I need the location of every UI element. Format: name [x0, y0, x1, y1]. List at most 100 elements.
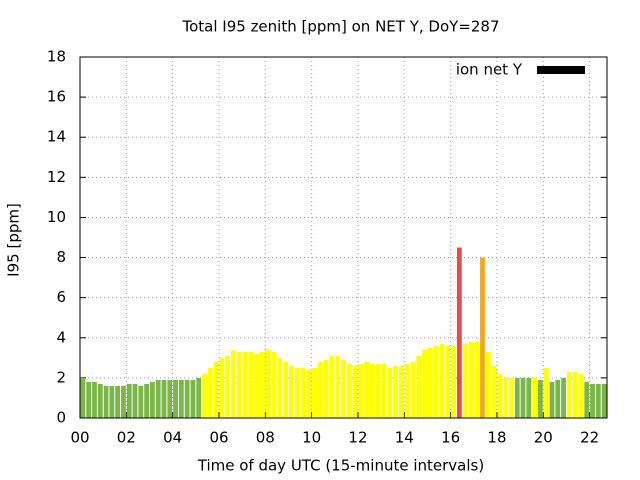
- bar: [346, 363, 352, 418]
- bar: [509, 377, 514, 418]
- bar: [480, 257, 485, 418]
- x-tick-label: 00: [70, 429, 89, 447]
- bar: [532, 377, 538, 418]
- bar: [138, 385, 144, 418]
- bar: [364, 361, 370, 418]
- y-tick-label: 18: [47, 48, 66, 66]
- bar: [149, 381, 155, 418]
- bar: [277, 357, 283, 418]
- bar: [294, 367, 300, 418]
- bar: [497, 373, 503, 418]
- bar: [161, 379, 167, 418]
- bar: [317, 361, 323, 418]
- bar: [549, 381, 555, 418]
- bar: [184, 379, 190, 418]
- bar: [566, 371, 572, 418]
- x-tick-label: 06: [209, 429, 228, 447]
- bar: [300, 367, 306, 418]
- bar: [410, 361, 416, 418]
- bar: [288, 365, 294, 418]
- bar: [358, 363, 364, 418]
- x-tick-label: 14: [395, 429, 414, 447]
- bar: [491, 365, 497, 418]
- bar: [520, 377, 526, 418]
- bar: [543, 367, 549, 418]
- bar: [578, 373, 584, 418]
- x-tick-label: 22: [580, 429, 599, 447]
- bar: [526, 377, 532, 418]
- bar: [207, 367, 213, 418]
- y-tick-label: 8: [56, 248, 66, 266]
- bar: [167, 379, 173, 418]
- x-tick-label: 16: [441, 429, 460, 447]
- bar: [422, 349, 427, 418]
- x-tick-label: 12: [348, 429, 367, 447]
- bar: [456, 247, 462, 418]
- bar: [572, 371, 578, 418]
- bar: [248, 351, 254, 418]
- bar: [462, 343, 468, 418]
- bar: [126, 383, 132, 418]
- bar: [219, 357, 225, 418]
- bar: [561, 377, 566, 418]
- y-tick-label: 0: [56, 409, 66, 427]
- y-tick-label: 12: [47, 168, 66, 186]
- bar: [584, 381, 590, 418]
- bar: [538, 379, 543, 418]
- legend-label: ion net Y: [456, 61, 523, 79]
- y-tick-label: 14: [47, 128, 66, 146]
- bar: [427, 347, 433, 418]
- bar: [265, 349, 271, 418]
- bar: [178, 379, 184, 418]
- chart-title: Total I95 zenith [ppm] on NET Y, DoY=287: [181, 18, 499, 36]
- y-tick-label: 16: [47, 88, 66, 106]
- bar: [86, 381, 92, 418]
- bar: [370, 363, 375, 418]
- bar: [312, 367, 317, 418]
- bar: [97, 383, 103, 418]
- bar: [254, 353, 260, 418]
- x-tick-label: 08: [256, 429, 275, 447]
- bar: [485, 351, 491, 418]
- y-tick-label: 4: [56, 328, 66, 346]
- bar: [468, 341, 474, 418]
- x-tick-label: 10: [302, 429, 321, 447]
- bar: [173, 379, 178, 418]
- bar: [433, 345, 439, 418]
- y-tick-label: 10: [47, 208, 66, 226]
- x-tick-label: 18: [487, 429, 506, 447]
- bar: [225, 355, 231, 418]
- bar: [213, 361, 219, 418]
- bar: [341, 359, 346, 418]
- bar: [393, 365, 399, 418]
- x-axis-label: Time of day UTC (15-minute intervals): [197, 457, 484, 475]
- y-axis-label: I95 [ppm]: [5, 203, 23, 277]
- bar: [92, 381, 97, 418]
- bar: [329, 355, 335, 418]
- bar: [260, 351, 265, 418]
- bar: [601, 383, 607, 418]
- bar: [555, 379, 561, 418]
- bar: [595, 383, 601, 418]
- bar: [451, 345, 456, 418]
- bar: [445, 345, 451, 418]
- bar: [503, 377, 509, 418]
- bar: [121, 385, 126, 418]
- bar: [306, 369, 312, 418]
- bar: [439, 343, 445, 418]
- bar: [399, 365, 404, 418]
- bar: [590, 383, 595, 418]
- bar: [416, 355, 422, 418]
- bar: [190, 379, 196, 418]
- plot-frame: [79, 56, 608, 419]
- x-tick-label: 20: [534, 429, 553, 447]
- bar: [375, 363, 381, 418]
- bar: [155, 379, 161, 418]
- bar: [144, 383, 149, 418]
- x-tick-label: 02: [117, 429, 136, 447]
- y-tick-label: 6: [56, 288, 66, 306]
- bar: [335, 355, 341, 418]
- bar: [404, 363, 410, 418]
- bar: [80, 377, 86, 418]
